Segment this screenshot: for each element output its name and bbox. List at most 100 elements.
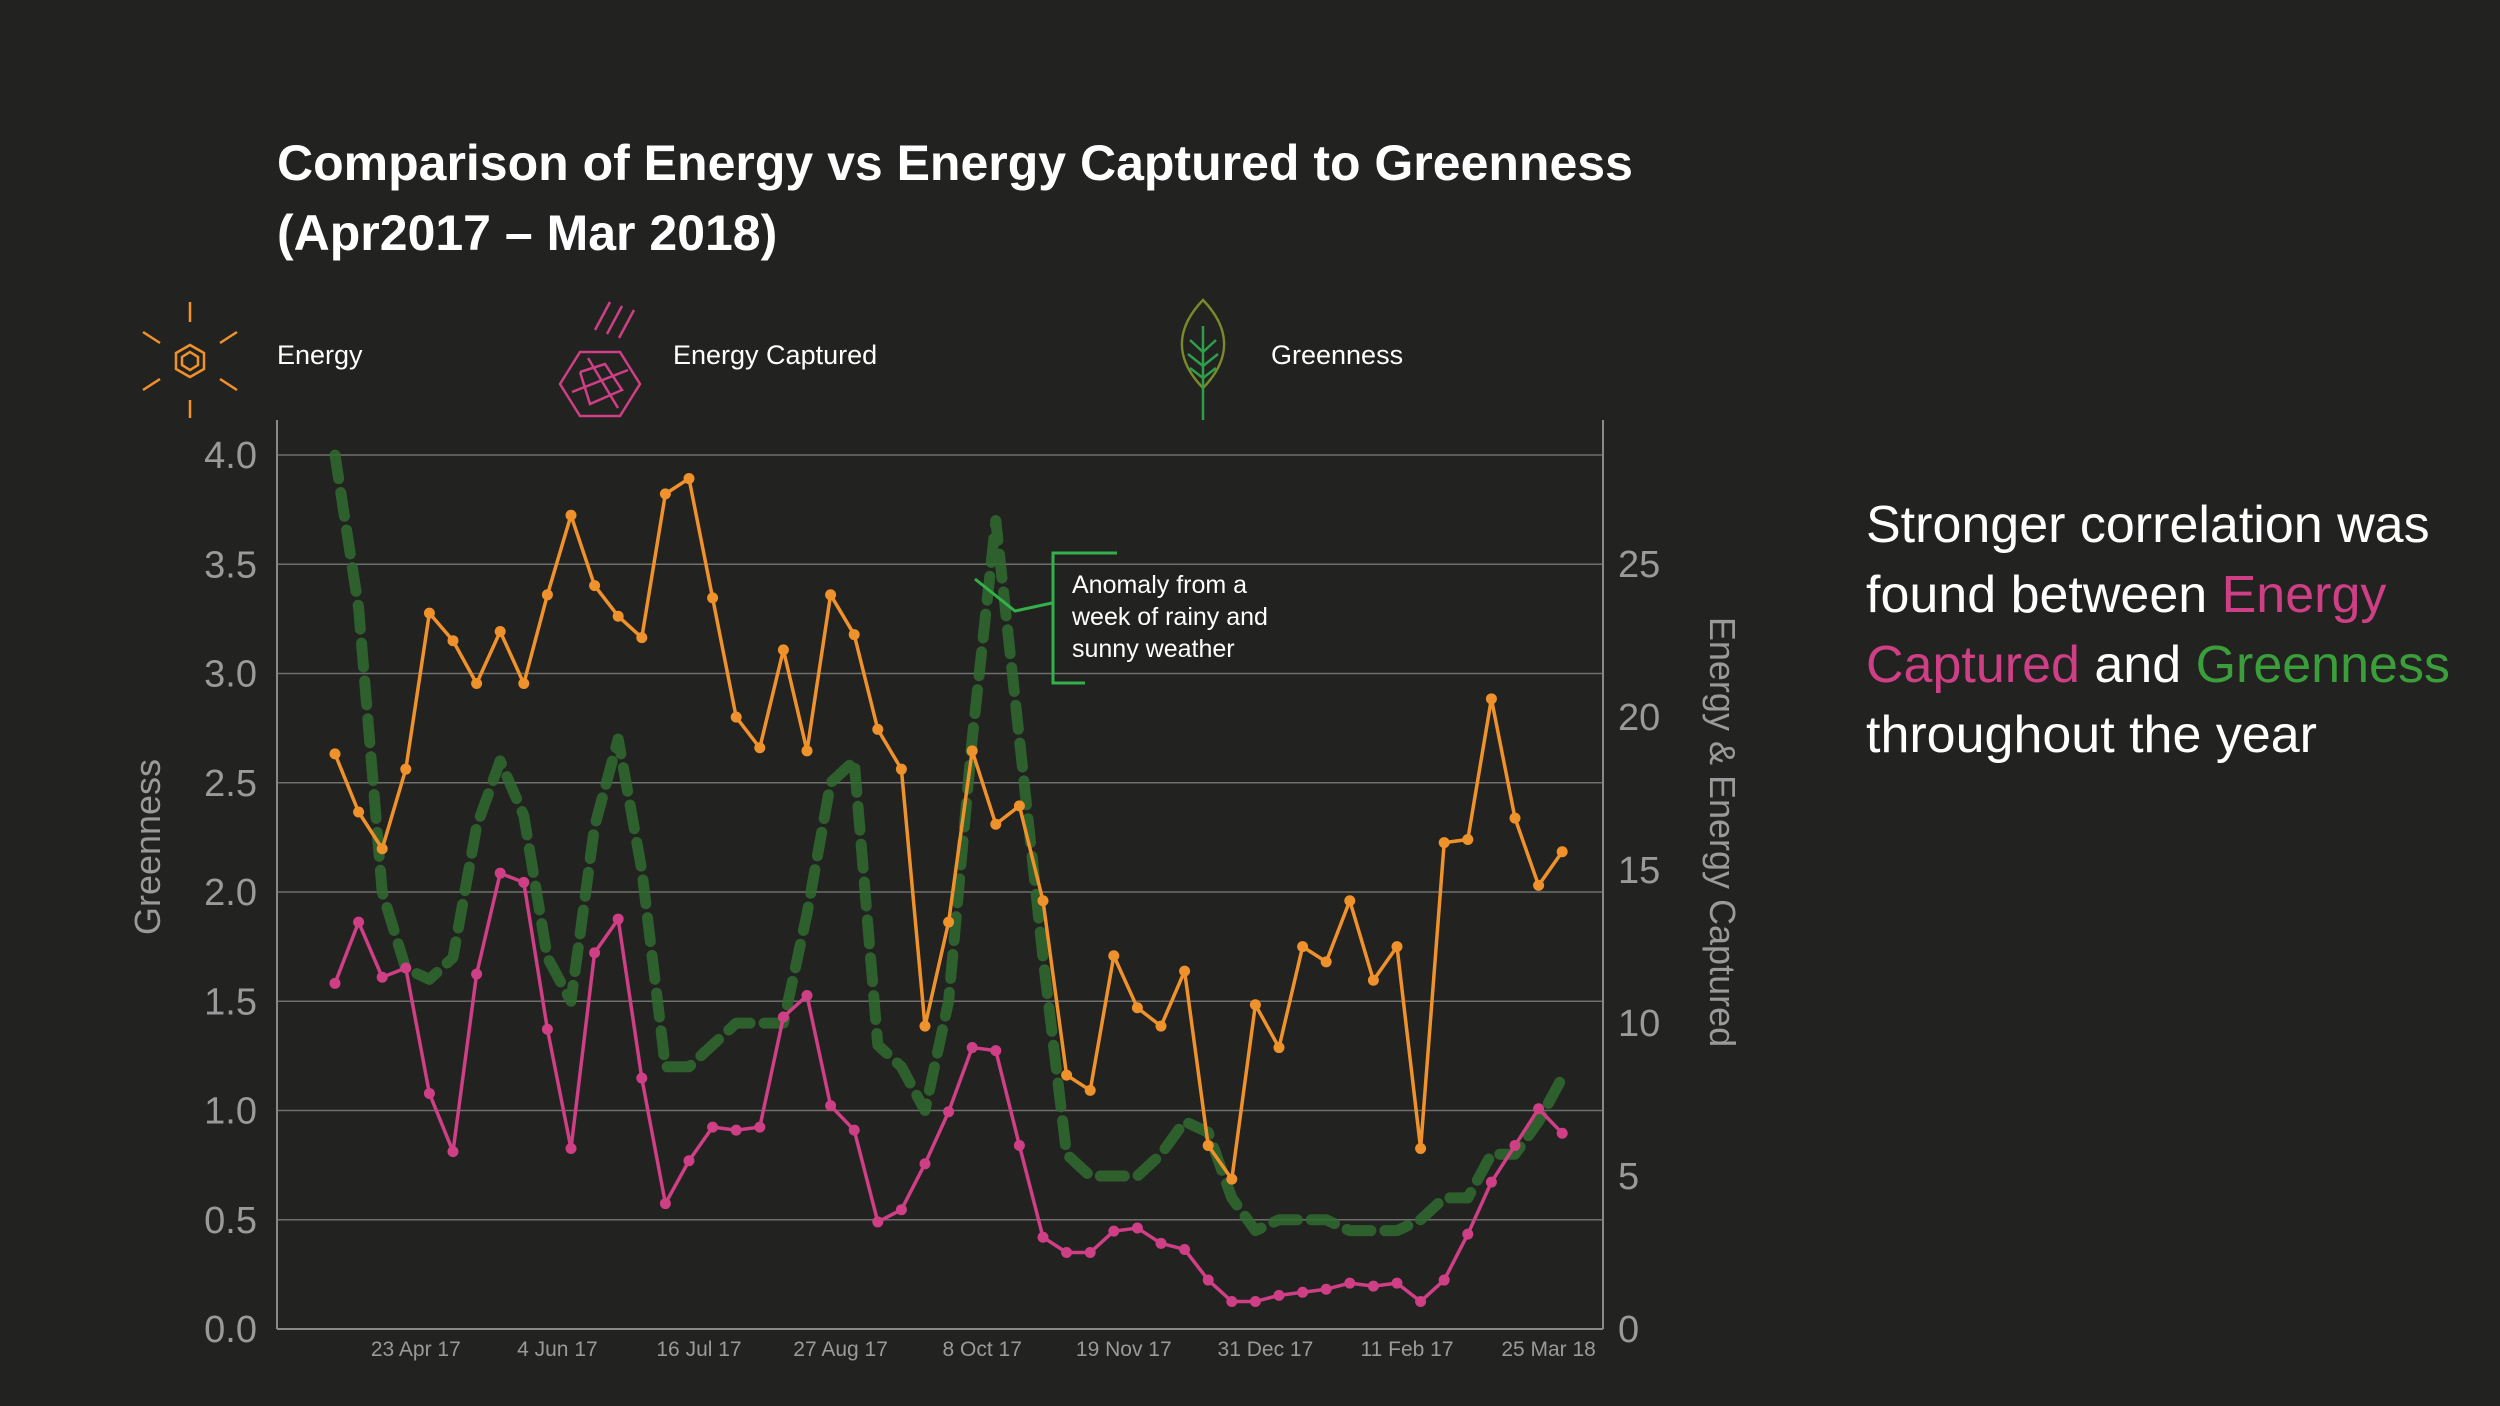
insight-text-part1: Stronger correlation was found between <box>1866 496 2430 624</box>
left-tick-label: 2.5 <box>204 763 257 805</box>
data-point-energy <box>353 806 365 818</box>
right-tick-label: 0 <box>1618 1309 1639 1351</box>
data-point-energy <box>1084 1084 1096 1096</box>
data-point-energy-captured <box>1155 1237 1167 1249</box>
legend-label-energy-captured: Energy Captured <box>673 340 878 370</box>
anomaly-annotation-line3: sunny weather <box>1072 635 1235 663</box>
x-tick-label: 27 Aug 17 <box>793 1338 888 1361</box>
data-point-energy-captured <box>966 1042 978 1054</box>
data-point-energy-captured <box>1084 1247 1096 1259</box>
data-point-energy <box>1179 965 1191 977</box>
x-tick-label: 31 Dec 17 <box>1218 1338 1314 1361</box>
data-point-energy-captured <box>518 876 530 888</box>
right-tick-label: 5 <box>1618 1156 1639 1198</box>
left-tick-label: 1.0 <box>204 1091 257 1133</box>
right-tick-label: 20 <box>1618 697 1660 739</box>
data-point-energy <box>825 589 837 601</box>
data-point-energy-captured <box>659 1198 671 1210</box>
data-point-energy <box>1438 837 1450 849</box>
x-tick-label: 11 Feb 17 <box>1360 1338 1453 1361</box>
data-point-energy <box>423 607 435 619</box>
data-point-energy-captured <box>1061 1247 1073 1259</box>
data-point-energy-captured <box>494 867 506 879</box>
data-point-energy-captured <box>1013 1139 1025 1151</box>
anomaly-annotation-line2: week of rainy and <box>1072 603 1268 631</box>
data-point-energy-captured <box>1344 1277 1356 1289</box>
data-point-energy <box>1155 1020 1167 1032</box>
series-line-greenness <box>329 449 1568 1237</box>
data-point-energy <box>1320 956 1332 968</box>
data-point-energy <box>1509 812 1521 824</box>
data-point-energy <box>966 745 978 757</box>
insight-text-part2: and <box>2079 636 2196 694</box>
data-point-energy <box>1344 895 1356 907</box>
data-point-energy <box>1061 1069 1073 1081</box>
data-point-energy-captured <box>1367 1280 1379 1292</box>
data-point-energy-captured <box>447 1146 459 1158</box>
data-point-energy-captured <box>1438 1274 1450 1286</box>
right-tick-label: 10 <box>1618 1003 1660 1045</box>
data-point-energy <box>1037 895 1049 907</box>
data-point-energy <box>447 635 459 647</box>
x-tick-label: 8 Oct 17 <box>943 1338 1022 1361</box>
data-point-energy-captured <box>1037 1231 1049 1243</box>
anomaly-bracket <box>1051 551 1117 685</box>
data-point-energy <box>872 723 884 735</box>
right-tick-label: 15 <box>1618 850 1660 892</box>
x-tick-label: 19 Nov 17 <box>1076 1338 1172 1361</box>
data-point-energy <box>1415 1143 1427 1155</box>
data-point-energy <box>777 644 789 656</box>
legend-label-energy: Energy <box>277 340 363 370</box>
x-tick-label: 16 Jul 17 <box>656 1338 741 1361</box>
data-point-energy <box>1226 1173 1238 1185</box>
data-point-energy <box>1131 1002 1143 1014</box>
data-point-energy <box>471 678 483 690</box>
data-point-energy <box>612 610 624 622</box>
left-tick-label: 0.0 <box>204 1309 257 1351</box>
x-tick-label: 4 Jun 17 <box>517 1338 598 1361</box>
data-point-energy <box>565 509 577 521</box>
chart-title-line1: Comparison of Energy vs Energy Captured … <box>277 135 1633 191</box>
data-point-energy <box>848 629 860 641</box>
data-point-energy-captured <box>1415 1295 1427 1307</box>
data-point-energy-captured <box>400 962 412 974</box>
left-tick-label: 4.0 <box>204 435 257 477</box>
data-point-energy-captured <box>1226 1295 1238 1307</box>
data-point-energy-captured <box>1462 1228 1474 1240</box>
data-point-energy <box>494 626 506 638</box>
data-point-energy <box>1533 879 1545 891</box>
left-tick-label: 1.5 <box>204 981 257 1023</box>
data-point-energy-captured <box>801 990 813 1002</box>
grid-layer <box>277 454 1603 1330</box>
data-point-energy-captured <box>1533 1103 1545 1115</box>
data-point-energy-captured <box>636 1072 648 1084</box>
data-point-energy <box>919 1020 931 1032</box>
data-point-energy-captured <box>848 1124 860 1136</box>
data-point-energy <box>518 678 530 690</box>
anomaly-annotation-line1: Anomaly from a <box>1072 571 1248 599</box>
axis-layer: 0.0 0.5 1.0 1.5 2.0 2.5 3.0 3.5 4.0 0 5 10 15 20 25 Gre… <box>127 420 1743 1361</box>
data-point-energy <box>1108 950 1120 962</box>
data-point-energy-captured <box>1131 1222 1143 1234</box>
data-point-energy-captured <box>541 1023 553 1035</box>
data-point-energy-captured <box>1179 1243 1191 1255</box>
data-point-energy <box>541 589 553 601</box>
data-point-energy-captured <box>1273 1289 1285 1301</box>
anomaly-annotation: Anomaly from a week of rainy and sunny w… <box>1072 569 1312 665</box>
data-point-energy <box>730 711 742 723</box>
left-tick-label: 0.5 <box>204 1200 257 1242</box>
right-tick-label: 25 <box>1618 544 1660 586</box>
legend-label-greenness: Greenness <box>1271 340 1404 370</box>
insight-text: Stronger correlation was found between E… <box>1866 490 2466 770</box>
data-point-energy <box>707 592 719 604</box>
data-point-energy-captured <box>376 971 388 983</box>
data-point-energy-captured <box>895 1204 907 1216</box>
data-point-energy-captured <box>1485 1176 1497 1188</box>
data-point-energy <box>659 488 671 500</box>
data-point-energy-captured <box>990 1045 1002 1057</box>
data-point-energy-captured <box>612 913 624 925</box>
data-point-energy-captured <box>589 947 601 959</box>
series-line-energy <box>333 476 1564 1181</box>
data-point-energy-captured <box>754 1121 766 1133</box>
